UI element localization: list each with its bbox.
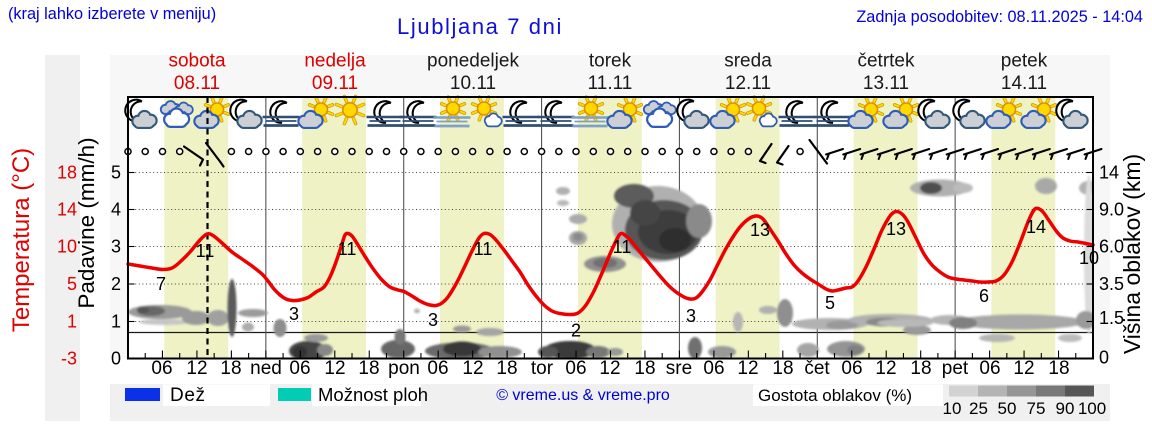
svg-text:75: 75 — [1027, 399, 1046, 418]
svg-text:Zadnja posodobitev: 08.11.2025: Zadnja posodobitev: 08.11.2025 - 14:04 — [856, 8, 1143, 26]
svg-text:0: 0 — [111, 349, 121, 369]
svg-text:12: 12 — [599, 358, 620, 379]
svg-text:09.11: 09.11 — [312, 73, 358, 94]
svg-text:18: 18 — [634, 358, 655, 379]
svg-text:Dež: Dež — [170, 385, 206, 406]
svg-text:18: 18 — [496, 358, 517, 379]
svg-text:3: 3 — [428, 310, 438, 330]
svg-text:4: 4 — [111, 200, 121, 220]
svg-text:06: 06 — [703, 358, 724, 379]
svg-text:(kraj lahko izberete v meniju): (kraj lahko izberete v meniju) — [8, 5, 216, 23]
svg-text:11: 11 — [196, 241, 215, 261]
svg-text:sobota: sobota — [168, 51, 225, 72]
svg-text:7: 7 — [156, 274, 166, 294]
svg-text:Možnost ploh: Možnost ploh — [318, 384, 428, 405]
svg-text:06: 06 — [565, 358, 586, 379]
svg-text:pet: pet — [942, 358, 969, 379]
svg-text:11: 11 — [613, 237, 632, 257]
svg-text:50: 50 — [998, 399, 1017, 418]
svg-text:10: 10 — [943, 399, 962, 418]
svg-text:Temperatura (°C): Temperatura (°C) — [8, 148, 35, 332]
svg-text:petek: petek — [1001, 51, 1048, 72]
svg-text:14: 14 — [1026, 217, 1046, 237]
svg-text:13: 13 — [750, 220, 770, 240]
svg-text:5: 5 — [825, 293, 835, 313]
svg-text:12.11: 12.11 — [725, 73, 771, 94]
svg-text:9.0: 9.0 — [1099, 200, 1124, 220]
svg-text:13: 13 — [886, 219, 906, 239]
svg-text:Ljubljana 7 dni: Ljubljana 7 dni — [397, 14, 563, 39]
svg-text:18: 18 — [220, 358, 241, 379]
svg-text:10.11: 10.11 — [450, 73, 496, 94]
svg-text:1.5: 1.5 — [1099, 308, 1124, 328]
svg-text:06: 06 — [427, 358, 448, 379]
svg-text:© vreme.us & vreme.pro: © vreme.us & vreme.pro — [496, 387, 670, 404]
svg-text:11: 11 — [338, 239, 357, 259]
svg-text:-3: -3 — [61, 349, 77, 369]
svg-text:sreda: sreda — [724, 51, 772, 72]
svg-text:90: 90 — [1056, 399, 1075, 418]
svg-text:1: 1 — [111, 312, 121, 332]
svg-text:10: 10 — [57, 237, 77, 257]
svg-text:3.5: 3.5 — [1099, 274, 1124, 294]
svg-text:čet: čet — [804, 358, 830, 379]
svg-text:pon: pon — [388, 358, 420, 379]
svg-text:06: 06 — [151, 358, 172, 379]
svg-text:11: 11 — [474, 239, 493, 259]
svg-text:tor: tor — [531, 358, 554, 379]
svg-text:1: 1 — [67, 312, 77, 332]
svg-text:12: 12 — [737, 358, 758, 379]
svg-text:10: 10 — [1079, 248, 1099, 268]
svg-text:sre: sre — [666, 358, 692, 379]
svg-text:ponedeljek: ponedeljek — [427, 51, 519, 72]
svg-text:18: 18 — [772, 358, 793, 379]
svg-text:25: 25 — [969, 399, 988, 418]
svg-text:nedelja: nedelja — [304, 51, 366, 72]
svg-text:14: 14 — [57, 200, 77, 220]
svg-text:12: 12 — [1013, 358, 1034, 379]
svg-text:14: 14 — [1099, 163, 1119, 183]
svg-text:ned: ned — [250, 358, 282, 379]
svg-text:četrtek: četrtek — [857, 51, 915, 72]
svg-text:6.0: 6.0 — [1099, 237, 1124, 257]
svg-text:torek: torek — [589, 51, 632, 72]
svg-text:18: 18 — [910, 358, 931, 379]
svg-text:2: 2 — [571, 321, 581, 341]
svg-text:18: 18 — [1048, 358, 1069, 379]
svg-text:18: 18 — [57, 163, 77, 183]
svg-text:06: 06 — [979, 358, 1000, 379]
svg-text:3: 3 — [111, 237, 121, 257]
svg-text:6: 6 — [979, 286, 989, 306]
svg-text:3: 3 — [686, 306, 696, 326]
svg-text:08.11: 08.11 — [174, 73, 220, 94]
svg-text:11.11: 11.11 — [588, 73, 633, 94]
svg-text:06: 06 — [289, 358, 310, 379]
svg-text:5: 5 — [67, 274, 77, 294]
svg-text:100: 100 — [1078, 399, 1106, 418]
svg-text:06: 06 — [841, 358, 862, 379]
svg-text:13.11: 13.11 — [863, 73, 909, 94]
svg-text:5: 5 — [111, 163, 121, 183]
svg-text:3: 3 — [289, 304, 299, 324]
svg-text:0: 0 — [1099, 348, 1109, 368]
svg-text:2: 2 — [111, 274, 121, 294]
svg-text:12: 12 — [324, 358, 345, 379]
svg-text:12: 12 — [186, 358, 207, 379]
svg-text:12: 12 — [875, 358, 896, 379]
svg-text:18: 18 — [358, 358, 379, 379]
svg-text:Višina oblakov (km): Višina oblakov (km) — [1119, 154, 1145, 354]
svg-text:12: 12 — [462, 358, 483, 379]
svg-text:Padavine (mm/h): Padavine (mm/h) — [74, 137, 99, 308]
svg-text:14.11: 14.11 — [1001, 73, 1047, 94]
svg-text:Gostota oblakov (%): Gostota oblakov (%) — [758, 386, 912, 405]
